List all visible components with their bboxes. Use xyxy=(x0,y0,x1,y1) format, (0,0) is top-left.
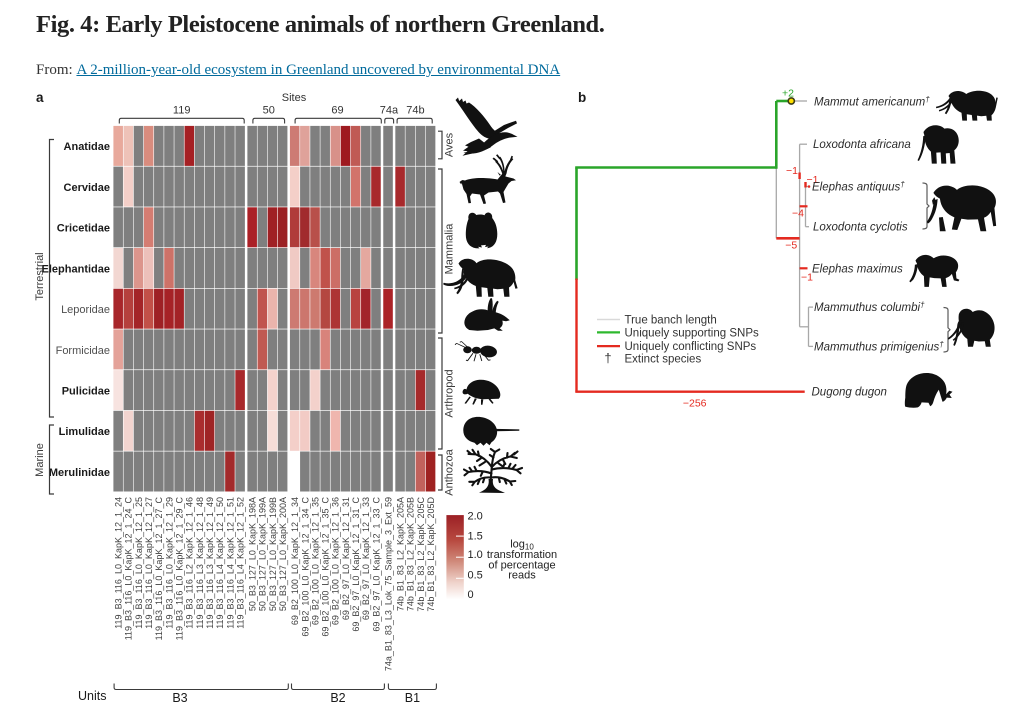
svg-text:74b_B1_83_L2_KapK_205D: 74b_B1_83_L2_KapK_205D xyxy=(426,497,436,612)
svg-text:Terrestrial: Terrestrial xyxy=(34,252,46,300)
svg-text:119_B3_116_L0_KapK_12_1_25: 119_B3_116_L0_KapK_12_1_25 xyxy=(134,497,144,629)
svg-text:−1: −1 xyxy=(807,174,819,186)
svg-text:Formicidae: Formicidae xyxy=(56,345,110,357)
svg-text:119_B3_116_L0_KapK_12_1_27: 119_B3_116_L0_KapK_12_1_27 xyxy=(144,497,154,629)
svg-text:69: 69 xyxy=(331,105,343,117)
svg-text:Leporidae: Leporidae xyxy=(61,304,110,316)
svg-text:Cricetidae: Cricetidae xyxy=(57,223,110,235)
svg-text:119_B3_116_L3_KapK_12_1_49: 119_B3_116_L3_KapK_12_1_49 xyxy=(205,497,215,629)
svg-text:Marine: Marine xyxy=(34,443,46,477)
svg-text:b: b xyxy=(578,90,586,105)
svg-text:Mammuthus primigenius†: Mammuthus primigenius† xyxy=(814,340,944,354)
svg-text:Anatidae: Anatidae xyxy=(64,141,110,153)
svg-text:1.5: 1.5 xyxy=(468,531,483,543)
svg-text:log10: log10 xyxy=(510,539,534,552)
svg-text:B2: B2 xyxy=(330,691,345,705)
svg-text:Uniquely conflicting SNPs: Uniquely conflicting SNPs xyxy=(625,341,757,353)
svg-text:2.0: 2.0 xyxy=(468,511,483,523)
svg-text:74b: 74b xyxy=(406,105,424,117)
svg-text:−1: −1 xyxy=(786,165,798,177)
svg-text:True banch length: True banch length xyxy=(625,315,717,327)
svg-text:Dugong dugon: Dugong dugon xyxy=(812,387,887,399)
svg-text:Loxodonta africana: Loxodonta africana xyxy=(813,139,911,151)
svg-text:Sites: Sites xyxy=(282,92,307,104)
svg-text:69_B2_100_L0_KapK_12_1_35_C: 69_B2_100_L0_KapK_12_1_35_C xyxy=(321,497,331,637)
svg-text:a: a xyxy=(36,90,44,105)
svg-text:Mammuthus columbi†: Mammuthus columbi† xyxy=(814,301,925,315)
svg-text:50: 50 xyxy=(263,105,275,117)
svg-text:Extinct species: Extinct species xyxy=(625,353,702,365)
svg-text:Elephas maximus: Elephas maximus xyxy=(812,263,903,275)
svg-text:50_B3_127_L0_KapK_200A: 50_B3_127_L0_KapK_200A xyxy=(278,497,288,611)
svg-text:B3: B3 xyxy=(172,691,187,705)
svg-text:Elephas antiquus†: Elephas antiquus† xyxy=(812,180,905,194)
svg-text:−1: −1 xyxy=(801,272,813,284)
svg-text:74b_B1_83_L2_KapK_205B: 74b_B1_83_L2_KapK_205B xyxy=(406,497,416,611)
svg-text:+2: +2 xyxy=(782,88,794,100)
svg-text:69_B2_100_L0_KapK_12_1_34_C: 69_B2_100_L0_KapK_12_1_34_C xyxy=(300,497,310,637)
svg-text:Limulidae: Limulidae xyxy=(59,426,110,438)
svg-text:69_B2_97_L0_KapK_12_1_33_C: 69_B2_97_L0_KapK_12_1_33_C xyxy=(371,497,381,632)
svg-text:−4: −4 xyxy=(792,208,804,220)
svg-text:69_B2_97_L0_KapK_12_1_33: 69_B2_97_L0_KapK_12_1_33 xyxy=(361,497,371,620)
svg-text:Uniquely supporting SNPs: Uniquely supporting SNPs xyxy=(625,327,759,339)
svg-text:119_B3_116_L4_KapK_12_1_52: 119_B3_116_L4_KapK_12_1_52 xyxy=(236,497,246,629)
svg-text:119_B3_116_L3_KapK_12_1_48: 119_B3_116_L3_KapK_12_1_48 xyxy=(195,497,205,629)
svg-text:119_B3_116_L0_KapK_12_1_29_C: 119_B3_116_L0_KapK_12_1_29_C xyxy=(175,497,185,641)
svg-text:of percentage: of percentage xyxy=(488,560,555,572)
svg-text:119_B3_116_L0_KapK_12_1_24: 119_B3_116_L0_KapK_12_1_24 xyxy=(114,497,124,629)
svg-text:50_B3_127_L0_KapK_199B: 50_B3_127_L0_KapK_199B xyxy=(268,497,278,611)
svg-text:Aves: Aves xyxy=(444,132,456,157)
svg-text:69_B2_97_L0_KapK_12_1_31_C: 69_B2_97_L0_KapK_12_1_31_C xyxy=(351,497,361,632)
svg-text:50_B3_127_L0_KapK_199A: 50_B3_127_L0_KapK_199A xyxy=(258,497,268,611)
svg-text:74b_B1_83_L2_KapK_205A: 74b_B1_83_L2_KapK_205A xyxy=(396,497,406,611)
svg-text:Mammut americanum†: Mammut americanum† xyxy=(814,95,930,109)
svg-text:reads: reads xyxy=(508,570,536,582)
svg-text:Mammalia: Mammalia xyxy=(444,223,456,275)
svg-text:119_B3_116_L4_KapK_12_1_50: 119_B3_116_L4_KapK_12_1_50 xyxy=(215,497,225,629)
svg-text:Merulinidae: Merulinidae xyxy=(49,467,110,479)
svg-text:119_B3_116_L2_KapK_12_1_46: 119_B3_116_L2_KapK_12_1_46 xyxy=(185,497,195,629)
svg-text:69_B2_100_L0_KapK_12_1_35: 69_B2_100_L0_KapK_12_1_35 xyxy=(310,497,320,625)
svg-text:69_B2_100_L0_KapK_12_1_36: 69_B2_100_L0_KapK_12_1_36 xyxy=(331,497,341,625)
svg-text:Units: Units xyxy=(78,689,106,703)
svg-text:0: 0 xyxy=(468,589,474,601)
svg-text:Loxodonta cyclotis: Loxodonta cyclotis xyxy=(813,222,908,234)
svg-text:50_B3_127_L0_KapK_198A: 50_B3_127_L0_KapK_198A xyxy=(248,497,258,611)
svg-text:119_B3_116_L0_KapK_12_1_27_C: 119_B3_116_L0_KapK_12_1_27_C xyxy=(154,497,164,641)
svg-text:Pulicidae: Pulicidae xyxy=(62,386,110,398)
svg-text:0.5: 0.5 xyxy=(468,570,483,582)
svg-text:119_B3_116_L0_KapK_12_1_29: 119_B3_116_L0_KapK_12_1_29 xyxy=(164,497,174,629)
svg-text:69_B2_97_L0_KapK_12_1_31: 69_B2_97_L0_KapK_12_1_31 xyxy=(341,497,351,620)
svg-text:Anthozoa: Anthozoa xyxy=(444,448,456,495)
svg-text:Arthropod: Arthropod xyxy=(444,369,456,417)
svg-text:Cervidae: Cervidae xyxy=(64,182,110,194)
svg-text:119: 119 xyxy=(173,105,191,117)
svg-text:Elephantidae: Elephantidae xyxy=(42,263,110,275)
svg-text:1.0: 1.0 xyxy=(468,549,483,561)
svg-text:†: † xyxy=(604,350,611,365)
svg-text:−5: −5 xyxy=(785,240,797,252)
svg-text:74b_B1_83_L2_KapK_205C: 74b_B1_83_L2_KapK_205C xyxy=(416,497,426,612)
svg-text:B1: B1 xyxy=(405,691,420,705)
svg-text:74a_B1_83_L3_Lok_75_Sample_3_E: 74a_B1_83_L3_Lok_75_Sample_3_Ext_59 xyxy=(383,497,393,671)
svg-text:transformation: transformation xyxy=(487,549,557,561)
svg-text:74a: 74a xyxy=(380,105,399,117)
svg-text:−256: −256 xyxy=(683,398,707,410)
svg-text:69_B2_100_L0_KapK_12_1_34: 69_B2_100_L0_KapK_12_1_34 xyxy=(290,497,300,625)
svg-text:119_B3_116_L4_KapK_12_1_51: 119_B3_116_L4_KapK_12_1_51 xyxy=(225,497,235,629)
svg-text:119_B3_116_L0_KapK_12_1_24_C: 119_B3_116_L0_KapK_12_1_24_C xyxy=(124,497,134,641)
